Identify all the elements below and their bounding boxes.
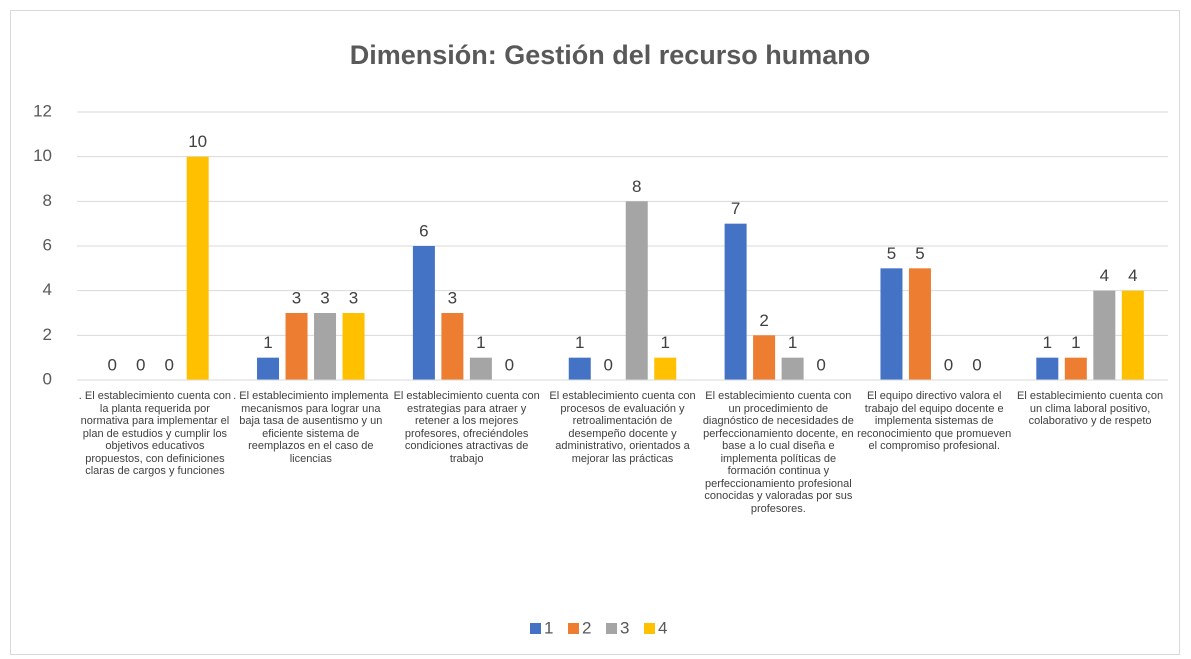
bar [441, 313, 464, 380]
data-label: 4 [1100, 266, 1109, 285]
x-tick-label-box: . El establecimiento cuenta con la plant… [78, 390, 232, 477]
data-label: 0 [164, 355, 173, 374]
data-label: 0 [107, 355, 116, 374]
bar [314, 313, 337, 380]
x-tick-label-box: El establecimiento cuenta con estrategia… [393, 390, 540, 465]
x-tick-label: . El establecimiento implementa mecanism… [233, 390, 389, 465]
data-label: 3 [320, 288, 329, 307]
x-tick-label: El establecimiento cuenta con procesos d… [549, 390, 696, 465]
y-tick-label: 0 [43, 369, 52, 388]
data-label: 1 [661, 333, 670, 352]
x-tick-label: . El establecimiento cuenta con la plant… [78, 390, 232, 477]
bar [753, 335, 776, 380]
y-tick-label: 4 [43, 280, 52, 299]
bar [412, 246, 435, 380]
data-label: 0 [505, 355, 514, 374]
legend-swatch [530, 623, 541, 634]
data-label: 3 [448, 288, 457, 307]
legend-swatch [606, 623, 617, 634]
data-label: 0 [136, 355, 145, 374]
y-tick-label: 8 [43, 191, 52, 210]
data-label: 0 [816, 355, 825, 374]
bar [1036, 357, 1059, 380]
y-tick-label: 10 [33, 146, 52, 165]
data-label: 1 [476, 333, 485, 352]
bar [1121, 290, 1144, 380]
x-tick-label: El establecimiento cuenta con un procedi… [702, 390, 854, 515]
y-tick-label: 6 [43, 235, 52, 254]
legend-swatch [644, 623, 655, 634]
data-label: 1 [1071, 333, 1080, 352]
data-label: 3 [292, 288, 301, 307]
x-tick-label-box: El establecimiento cuenta con procesos d… [549, 390, 696, 465]
bar [1093, 290, 1116, 380]
bar [781, 357, 804, 380]
bar [342, 313, 365, 380]
bar [1064, 357, 1087, 380]
data-label: 7 [731, 199, 740, 218]
legend-label: 1 [544, 618, 553, 637]
x-tick-label: El equipo directivo valora el trabajo de… [857, 390, 1012, 452]
x-tick-label: El establecimiento cuenta con un clima l… [1016, 390, 1164, 427]
data-label: 10 [188, 132, 207, 151]
data-label: 1 [263, 333, 272, 352]
x-tick-label-box: El establecimiento cuenta con un procedi… [702, 390, 854, 515]
chart-title: Dimensión: Gestión del recurso humano [350, 40, 871, 70]
data-label: 5 [887, 244, 896, 263]
bar [257, 357, 280, 380]
bar [469, 357, 492, 380]
data-label: 8 [632, 177, 641, 196]
bar [908, 268, 931, 380]
data-label: 5 [915, 244, 924, 263]
data-label: 6 [419, 221, 428, 240]
data-label: 1 [788, 333, 797, 352]
data-label: 0 [604, 355, 613, 374]
legend-swatch [568, 623, 579, 634]
x-tick-label: El establecimiento cuenta con estrategia… [393, 390, 540, 465]
bar [568, 357, 591, 380]
data-label: 4 [1128, 266, 1137, 285]
x-tick-label-box: El establecimiento cuenta con un clima l… [1016, 390, 1164, 427]
y-tick-label: 2 [43, 325, 52, 344]
data-label: 1 [1043, 333, 1052, 352]
legend-label: 2 [582, 618, 591, 637]
bar [625, 201, 648, 380]
legend-label: 4 [658, 618, 667, 637]
legend-label: 3 [620, 618, 629, 637]
y-tick-label: 12 [33, 101, 52, 120]
bar [186, 156, 209, 380]
bar [654, 357, 677, 380]
data-label: 0 [972, 355, 981, 374]
bar [880, 268, 903, 380]
data-label: 2 [759, 311, 768, 330]
data-label: 0 [944, 355, 953, 374]
bar [724, 223, 747, 380]
x-tick-label-box: . El establecimiento implementa mecanism… [233, 390, 389, 465]
x-tick-label-box: El equipo directivo valora el trabajo de… [857, 390, 1012, 452]
data-label: 1 [575, 333, 584, 352]
data-label: 3 [349, 288, 358, 307]
bar [285, 313, 308, 380]
